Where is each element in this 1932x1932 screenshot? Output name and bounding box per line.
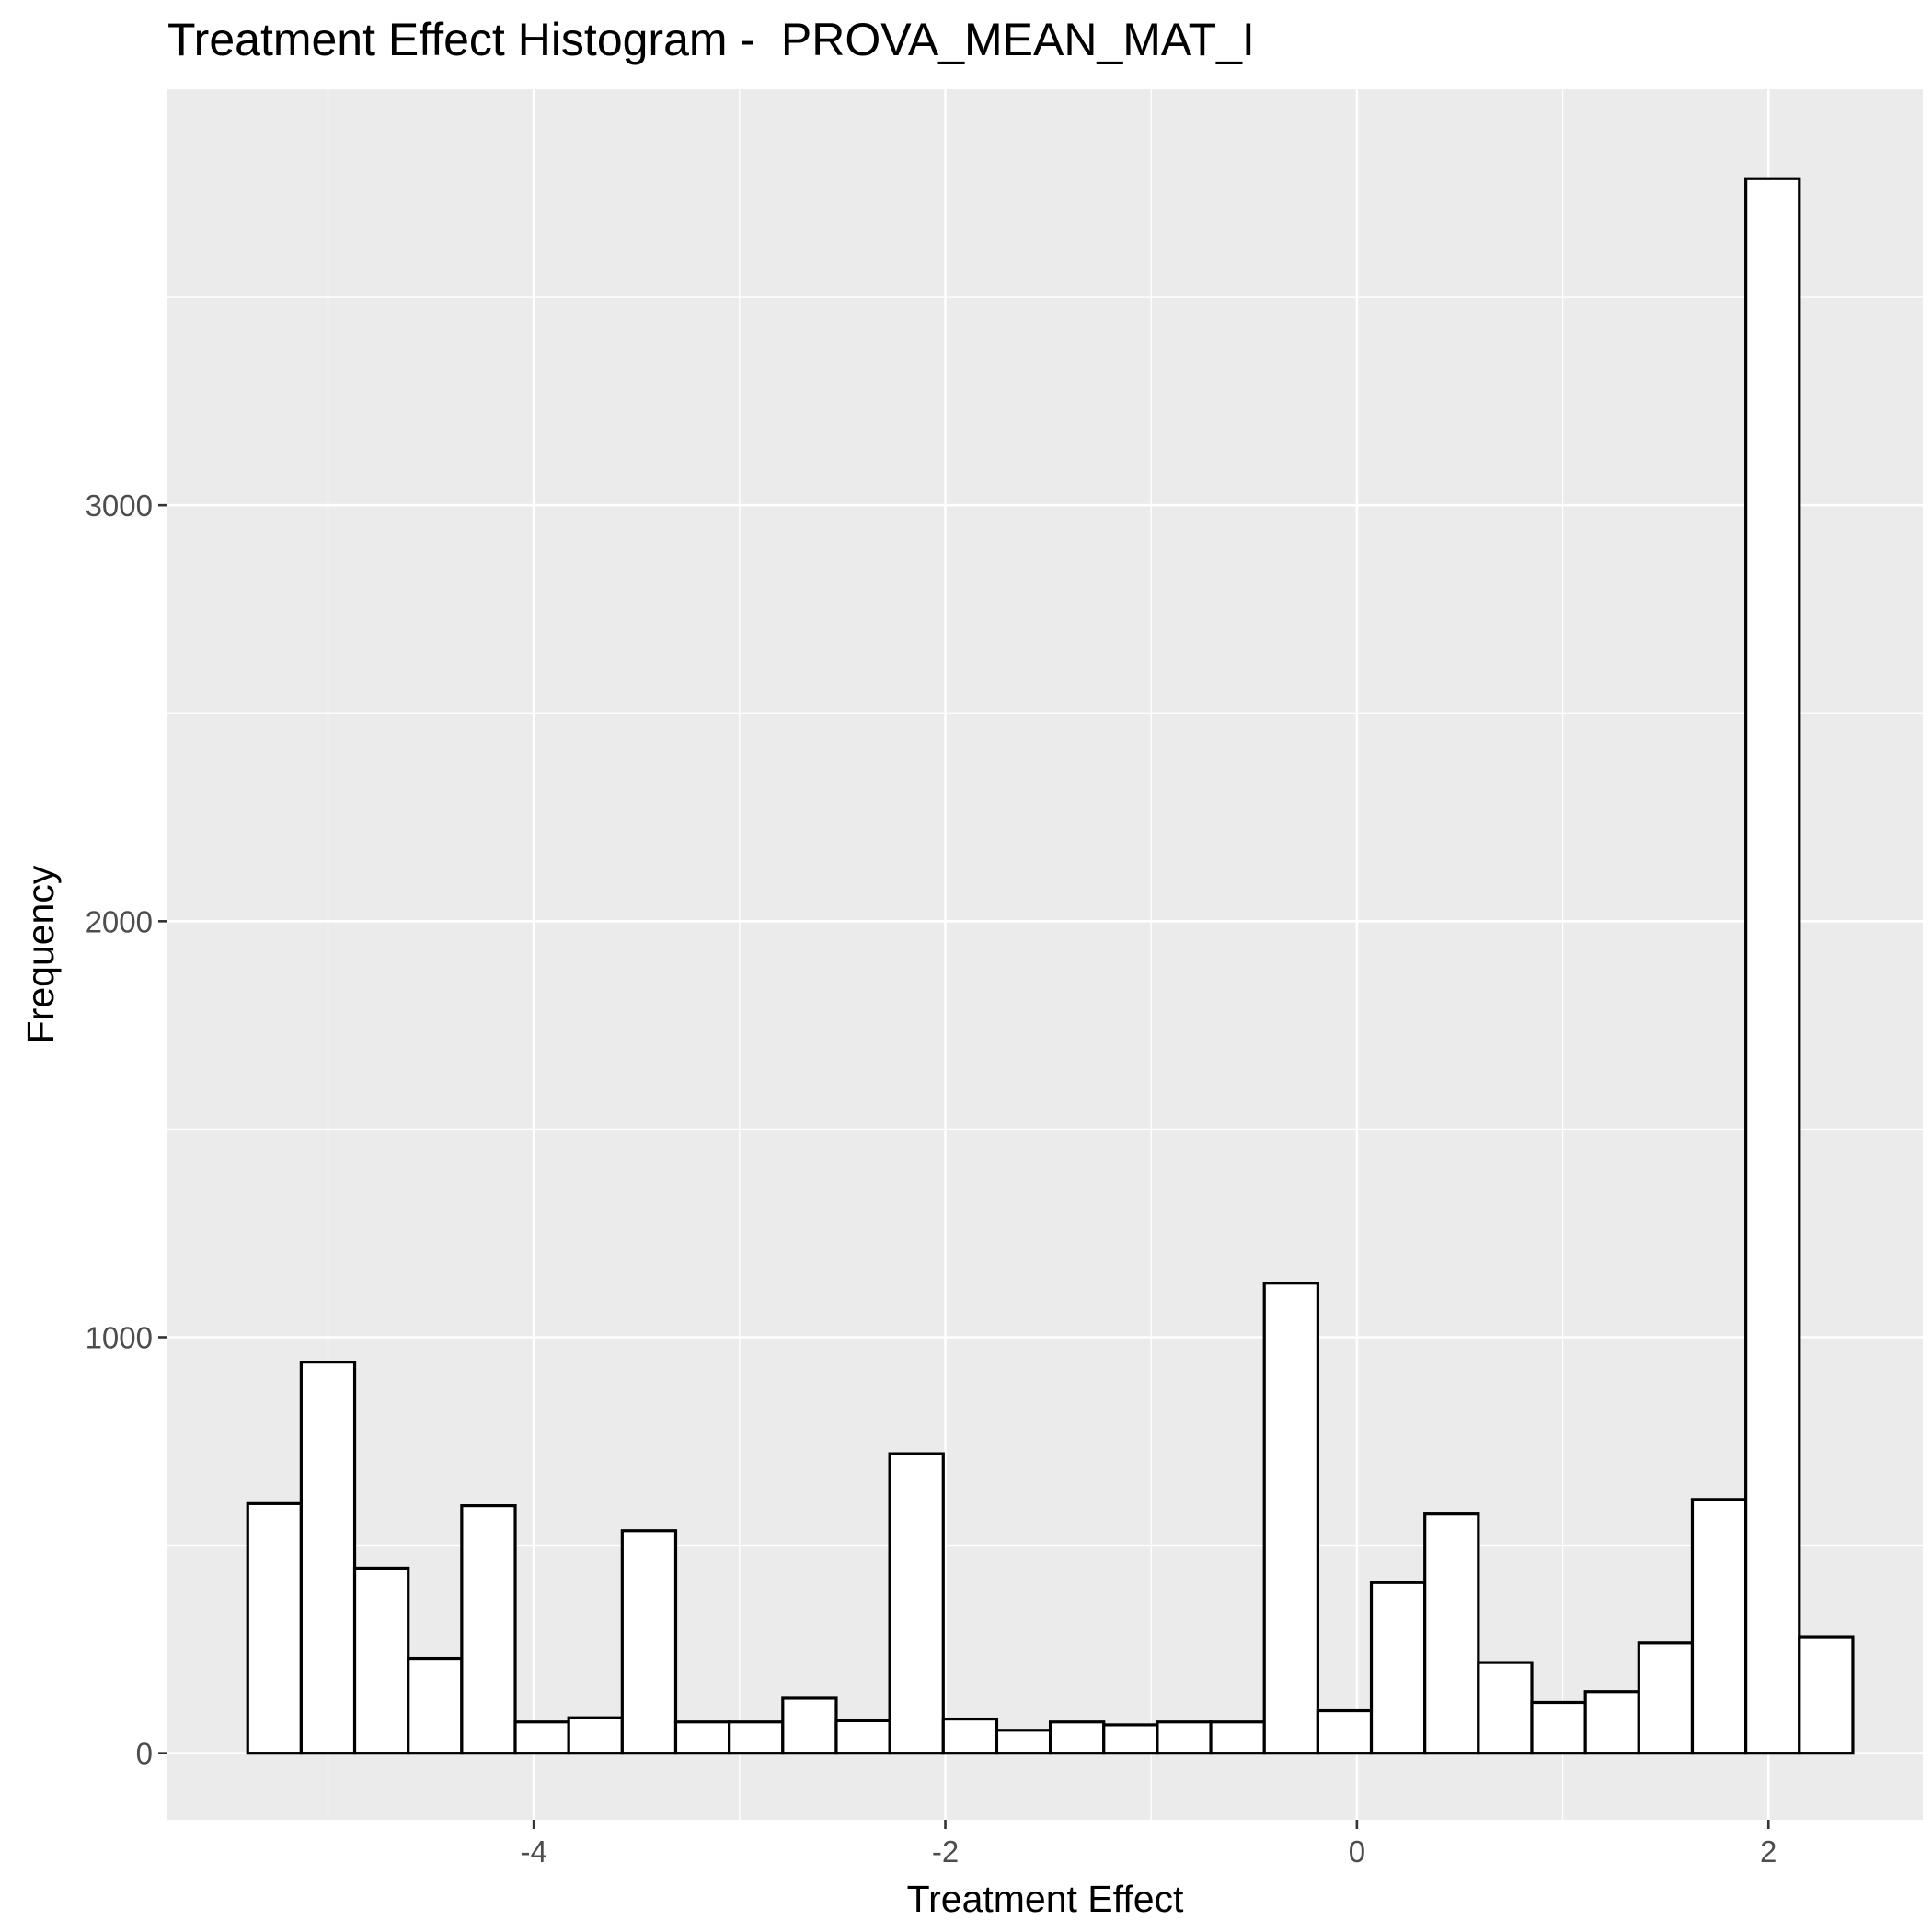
histogram-bar xyxy=(407,1656,464,1755)
x-tick-label: -2 xyxy=(932,1834,959,1869)
histogram-bar xyxy=(1744,177,1801,1755)
y-tick-label: 0 xyxy=(136,1737,153,1771)
histogram-bar xyxy=(567,1716,624,1755)
histogram-bar xyxy=(460,1504,517,1755)
histogram-bar xyxy=(1316,1708,1374,1755)
x-axis-title: Treatment Effect xyxy=(907,1878,1184,1920)
x-tick-label: 2 xyxy=(1760,1834,1777,1869)
histogram-bar xyxy=(941,1717,999,1755)
x-tick-label: -4 xyxy=(520,1834,546,1869)
y-axis: 0 1000 2000 3000 xyxy=(86,489,167,1771)
histogram-bar xyxy=(1423,1512,1480,1755)
histogram-bar xyxy=(299,1361,357,1755)
histogram-bar xyxy=(1477,1661,1534,1755)
chart-title: Treatment Effect Histogram - PROVA_MEAN_… xyxy=(167,14,1255,65)
histogram-bar xyxy=(728,1720,785,1755)
histogram-bar xyxy=(673,1720,731,1755)
histogram-bar xyxy=(995,1729,1052,1755)
histogram-bar xyxy=(1798,1635,1855,1755)
plot-panel xyxy=(167,89,1923,1820)
histogram-bar xyxy=(1369,1581,1427,1755)
y-axis-title: Frequency xyxy=(19,865,62,1043)
x-tick-label: 0 xyxy=(1349,1834,1365,1869)
x-axis: -4 -2 0 2 xyxy=(520,1820,1777,1869)
histogram-bar xyxy=(352,1566,410,1755)
histogram-bar xyxy=(834,1719,891,1755)
histogram-bar xyxy=(781,1696,838,1755)
y-tick-label: 1000 xyxy=(86,1320,153,1354)
histogram-bar xyxy=(1156,1720,1213,1755)
y-tick-label: 2000 xyxy=(86,904,153,938)
histogram-bar xyxy=(620,1529,678,1755)
histogram-bar xyxy=(1102,1723,1159,1755)
histogram-bar xyxy=(246,1501,303,1755)
histogram-bar xyxy=(513,1720,570,1755)
y-tick-label: 3000 xyxy=(86,489,153,523)
histogram-bar xyxy=(1048,1720,1106,1755)
histogram-bar xyxy=(1209,1720,1266,1755)
histogram-bars xyxy=(246,177,1855,1755)
histogram-bar xyxy=(1637,1641,1695,1755)
histogram-bar xyxy=(1690,1498,1748,1755)
minor-gridlines xyxy=(167,89,1923,1820)
histogram-bar xyxy=(1583,1690,1640,1755)
histogram-bar xyxy=(888,1452,945,1755)
histogram-bar xyxy=(1530,1700,1587,1755)
histogram-bar xyxy=(1262,1282,1319,1755)
